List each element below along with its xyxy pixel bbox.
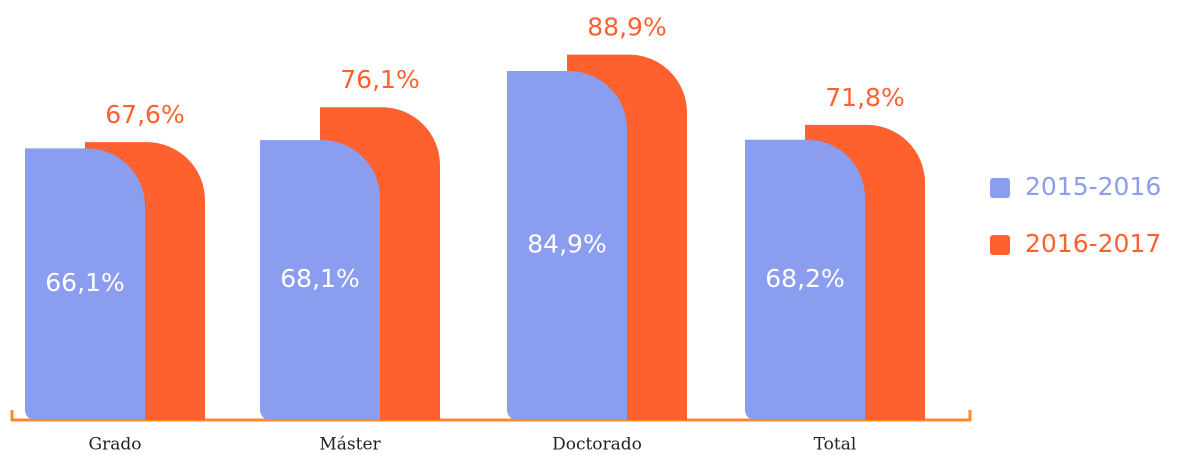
value-label: 68,2% <box>765 264 844 293</box>
legend-label: 2016-2017 <box>1025 229 1161 258</box>
bar <box>745 139 865 420</box>
value-label: 76,1% <box>340 65 419 94</box>
value-label: 84,9% <box>527 230 606 259</box>
legend-swatch <box>990 178 1010 198</box>
bar <box>25 148 145 421</box>
value-label: 88,9% <box>587 13 666 42</box>
legend-label: 2015-2016 <box>1025 172 1161 201</box>
x-tick-label: Total <box>814 435 857 455</box>
bar <box>260 140 380 420</box>
legend-swatch <box>990 235 1010 255</box>
value-label: 68,1% <box>280 264 359 293</box>
x-axis <box>10 410 972 422</box>
value-label: 71,8% <box>825 83 904 112</box>
value-label: 67,6% <box>105 100 184 129</box>
x-tick-label: Grado <box>89 435 142 455</box>
bar <box>507 71 627 420</box>
x-tick-label: Doctorado <box>552 435 642 455</box>
x-tick-label: Máster <box>319 435 381 455</box>
value-label: 66,1% <box>45 268 124 297</box>
